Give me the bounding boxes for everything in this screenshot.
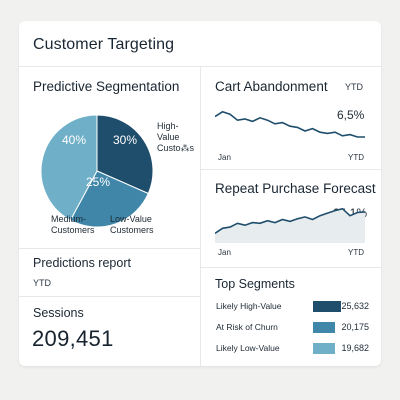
top-segments-title: Top Segments — [215, 277, 295, 291]
sessions-title: Sessions — [33, 306, 84, 320]
divider — [200, 267, 381, 268]
legend-low-value: Low-Value Customers — [110, 214, 154, 236]
cart-series-line — [215, 110, 365, 138]
cart-x-start: Jan — [218, 153, 231, 162]
legend-medium-line1: Medium- — [51, 214, 87, 224]
segment-value: 25,632 — [341, 301, 369, 311]
segment-label: At Risk of Churn — [216, 322, 278, 332]
repeat-title: Repeat Purchase Forecast — [215, 181, 376, 196]
cart-title: Cart Abandonment — [215, 79, 328, 94]
segment-bar[interactable] — [313, 343, 335, 354]
slice-label-medium: 40% — [62, 133, 87, 147]
legend-medium-line2: Customers — [51, 225, 95, 235]
divider — [200, 169, 381, 170]
legend-high-line3: Custo⁂s — [157, 143, 195, 153]
legend-low-line1: Low-Value — [110, 214, 152, 224]
divider — [19, 248, 200, 249]
segment-bar[interactable] — [313, 301, 341, 312]
segment-value: 19,682 — [341, 343, 369, 353]
segment-bar[interactable] — [313, 322, 335, 333]
legend-high-line1: High- — [157, 121, 179, 131]
legend-high-value: High- Value Custo⁂s — [157, 121, 194, 154]
legend-medium: Medium- Customers — [51, 214, 95, 236]
segmentation-title: Predictive Segmentation — [33, 79, 180, 94]
repeat-series-area — [215, 208, 365, 243]
cart-period: YTD — [345, 82, 363, 92]
predictions-period: YTD — [33, 278, 51, 288]
divider — [19, 296, 200, 297]
sessions-value: 209,451 — [32, 326, 114, 351]
legend-high-line2: Value — [157, 132, 180, 142]
segment-value: 20,175 — [341, 322, 369, 332]
divider — [200, 66, 201, 366]
cart-value: 6,5% — [337, 108, 365, 122]
repeat-series-line — [215, 207, 365, 235]
cart-x-end: YTD — [348, 153, 364, 162]
page-title: Customer Targeting — [33, 36, 175, 53]
dashboard-card: Customer Targeting Predictive Segmentati… — [19, 21, 381, 366]
segmentation-pie-chart[interactable] — [19, 97, 200, 247]
repeat-x-end: YTD — [348, 248, 364, 257]
repeat-x-start: Jan — [218, 248, 231, 257]
pie-slice-medium[interactable] — [40, 114, 98, 221]
slice-label-low: 25% — [86, 175, 111, 189]
slice-label-high: 30% — [113, 133, 138, 147]
pie-slice-high-value[interactable] — [96, 114, 154, 195]
legend-low-line2: Customers — [110, 225, 154, 235]
cart-line-chart[interactable] — [215, 105, 365, 145]
predictions-title: Predictions report — [33, 256, 131, 270]
repeat-area-chart[interactable] — [215, 201, 365, 243]
segment-label: Likely High-Value — [216, 301, 282, 311]
segment-label: Likely Low-Value — [216, 343, 280, 353]
